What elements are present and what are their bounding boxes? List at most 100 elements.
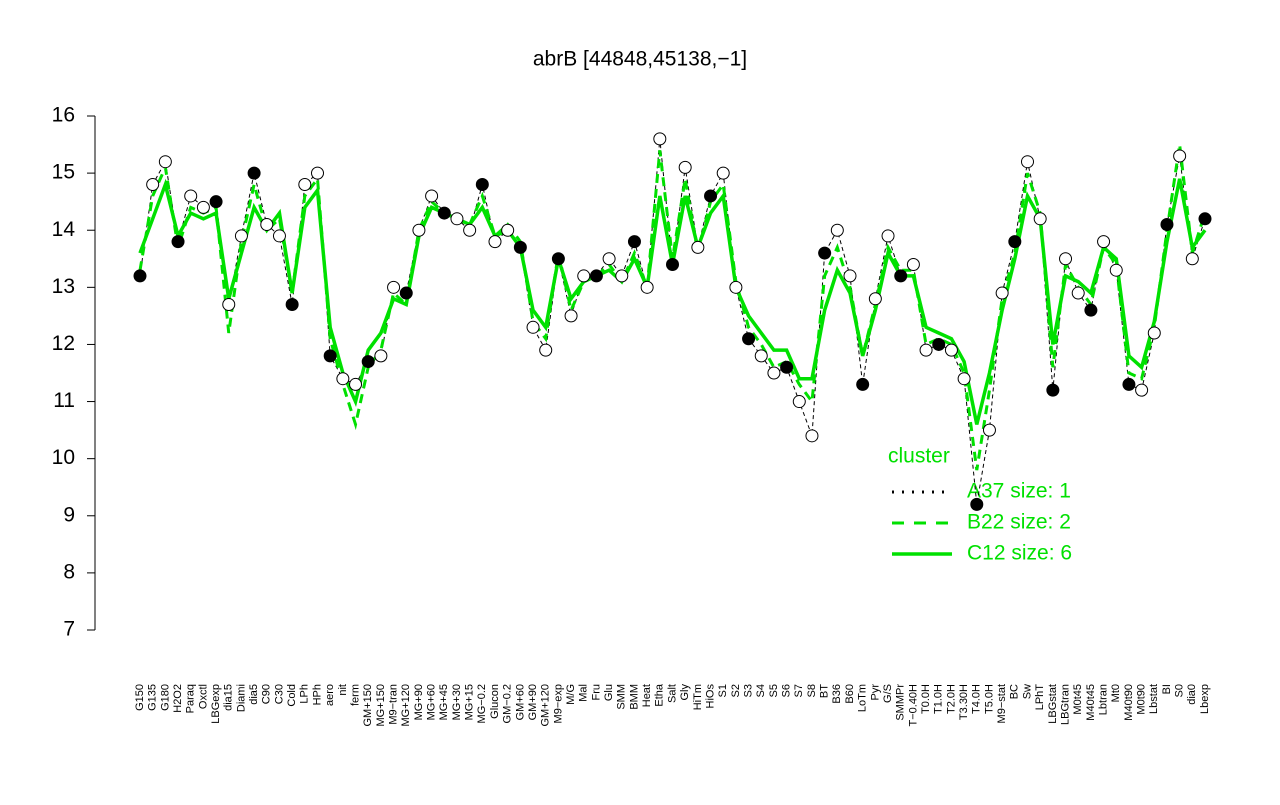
data-point	[957, 372, 971, 386]
x-tick-label: G180	[159, 684, 171, 711]
data-point	[361, 355, 375, 369]
x-tick-label: LPhT	[1034, 684, 1046, 711]
y-tick-label: 12	[52, 332, 75, 355]
data-point	[247, 166, 261, 180]
data-point	[666, 257, 679, 271]
data-point	[196, 200, 210, 214]
x-tick-label: Salt	[666, 684, 678, 703]
x-tick-label: MG+30	[451, 684, 463, 720]
data-point	[704, 189, 718, 203]
data-point	[285, 297, 299, 311]
x-tick-label: SMM	[616, 684, 628, 710]
data-point	[615, 269, 629, 283]
y-tick-label: 9	[63, 503, 75, 526]
data-point	[437, 206, 451, 220]
x-tick-label: HiOs	[704, 684, 716, 709]
data-point	[577, 269, 591, 283]
x-tick-label: LPh	[299, 684, 311, 704]
x-tick-label: GM+90	[527, 684, 539, 720]
x-tick-label: BMM	[628, 684, 640, 710]
x-tick-label: M/G	[565, 684, 577, 705]
y-tick-label: 15	[52, 161, 75, 184]
x-tick-label: HiTm	[692, 684, 704, 710]
x-tick-label: MG+90	[413, 684, 425, 720]
x-tick-label: S3	[742, 684, 754, 697]
x-tick-label: Sw	[1021, 684, 1033, 699]
data-point	[260, 218, 274, 232]
data-point	[412, 223, 426, 237]
data-point	[805, 429, 819, 443]
x-tick-label: dia0	[1186, 684, 1198, 705]
data-point	[209, 195, 223, 209]
x-tick-label: MG+150	[375, 684, 387, 727]
data-point	[944, 343, 958, 357]
y-tick-label: 10	[52, 446, 75, 469]
data-point	[1198, 212, 1212, 226]
x-tick-label: M9−exp	[552, 684, 564, 723]
data-point	[868, 292, 882, 306]
x-tick-label: aero	[324, 684, 336, 706]
x-tick-label: Cold	[286, 684, 298, 707]
data-point	[158, 155, 172, 169]
x-tick-label: dia5	[248, 684, 260, 705]
series-line	[139, 138, 1206, 505]
data-point	[513, 240, 527, 254]
x-tick-label: Paraq	[185, 684, 197, 713]
data-point	[856, 377, 870, 391]
legend-label: B22 size: 2	[967, 511, 1071, 534]
x-tick-label: G/S	[882, 684, 894, 703]
x-tick-label: LBGexp	[210, 684, 222, 724]
data-point	[184, 189, 198, 203]
data-point	[995, 286, 1009, 300]
x-tick-label: MG+60	[426, 684, 438, 720]
x-tick-label: Gly	[679, 684, 691, 701]
x-tick-label: Glu	[603, 684, 615, 701]
data-point	[349, 377, 363, 391]
x-tick-label: Oxctl	[197, 684, 209, 709]
data-point	[564, 309, 578, 323]
x-tick-label: M0t45	[1072, 684, 1084, 715]
x-tick-label: LoTm	[857, 684, 869, 712]
x-tick-label: LBGstat	[1047, 684, 1059, 724]
x-tick-label: M9−stat	[996, 684, 1008, 723]
x-tick-label: M40t45	[1085, 684, 1097, 721]
data-point	[716, 166, 730, 180]
data-point	[742, 332, 756, 346]
data-point	[323, 349, 337, 363]
x-tick-label: Mt0	[1110, 684, 1122, 702]
chart-title: abrB [44848,45138,−1]	[533, 48, 747, 71]
x-tick-label: S0	[1174, 684, 1186, 697]
data-point	[526, 320, 540, 334]
x-tick-label: T3.30H	[958, 684, 970, 720]
x-tick-label: MG+120	[400, 684, 412, 727]
data-point	[589, 269, 603, 283]
x-tick-label: GM+60	[514, 684, 526, 720]
x-tick-label: B60	[844, 684, 856, 704]
data-point	[1109, 263, 1123, 277]
data-point	[640, 280, 654, 294]
x-tick-label: B36	[831, 684, 843, 704]
data-point	[729, 280, 743, 294]
data-point	[336, 372, 350, 386]
x-tick-label: dia15	[223, 684, 235, 711]
x-tick-label: Mal	[578, 684, 590, 702]
data-point	[1097, 235, 1111, 249]
data-point	[450, 212, 464, 226]
x-tick-label: M9−tran	[387, 684, 399, 725]
data-point	[982, 423, 996, 437]
x-tick-label: C30	[273, 684, 285, 704]
data-point	[919, 343, 933, 357]
legend-title: cluster	[888, 445, 950, 468]
data-point	[374, 349, 388, 363]
x-tick-label: H2O2	[172, 684, 184, 713]
x-tick-label: ferm	[349, 684, 361, 706]
data-point	[1160, 218, 1174, 232]
data-point	[539, 343, 553, 357]
x-tick-label: S1	[717, 684, 729, 697]
x-tick-label: GM+150	[362, 684, 374, 727]
x-tick-label: S2	[730, 684, 742, 697]
x-tick-label: T−0.40H	[907, 684, 919, 727]
data-point	[894, 269, 908, 283]
data-point	[298, 178, 312, 192]
data-point	[1046, 383, 1060, 397]
